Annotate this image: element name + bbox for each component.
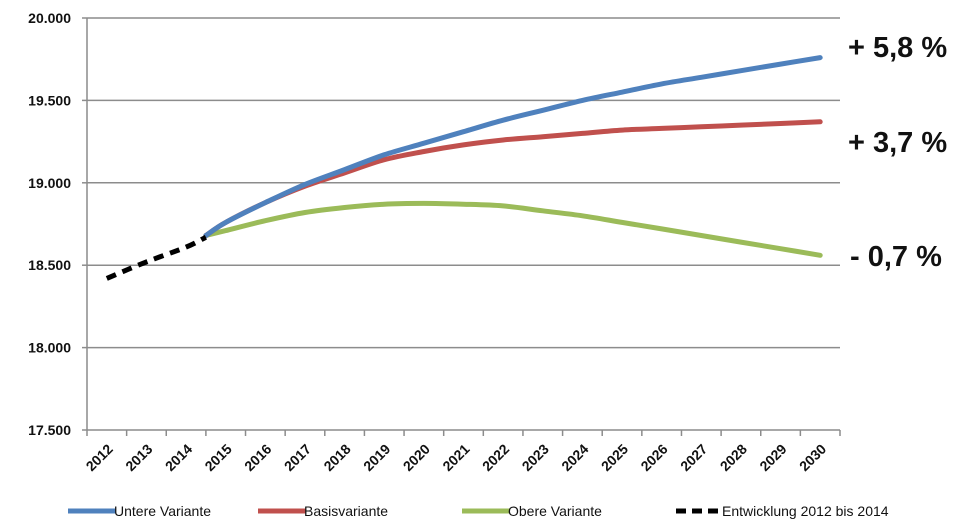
x-tick-label: 2028 — [717, 441, 750, 474]
x-tick-label: 2020 — [400, 441, 433, 474]
x-tick-label: 2018 — [320, 441, 353, 474]
x-tick-label: 2029 — [756, 441, 789, 474]
x-tick-label: 2021 — [439, 441, 472, 474]
y-tick-label: 20.000 — [28, 10, 71, 26]
series-lines — [105, 55, 823, 281]
legend-label: Entwicklung 2012 bis 2014 — [722, 503, 889, 519]
annotation-untere-variante: + 5,8 % — [848, 32, 947, 64]
x-tick-label: 2024 — [558, 441, 591, 474]
x-tick-labels: 2012 2013 2014 2015 2016 2017 2018 2019 2020 2021… — [83, 441, 830, 474]
x-tick-label: 2013 — [122, 441, 155, 474]
annotation-basisvariante: + 3,7 % — [848, 127, 947, 159]
legend-label: Untere Variante — [114, 503, 211, 519]
legend-label: Obere Variante — [508, 503, 602, 519]
series-line-obere-variante — [203, 200, 823, 258]
x-tick-label: 2027 — [677, 441, 710, 474]
legend-label: Basisvariante — [304, 503, 388, 519]
y-tick-labels: 17.500 18.000 18.500 19.000 19.500 20.000 — [28, 10, 71, 438]
x-tick-label: 2016 — [241, 441, 274, 474]
series-line-untere-variante — [203, 55, 823, 238]
x-tick-label: 2030 — [796, 441, 829, 474]
annotations: + 5,8 % + 3,7 % - 0,7 % — [848, 32, 947, 273]
x-tick-label: 2025 — [598, 441, 631, 474]
axes — [82, 17, 841, 436]
x-tick-label: 2014 — [162, 441, 195, 474]
x-tick-label: 2019 — [360, 441, 393, 474]
y-tick-label: 18.500 — [28, 257, 71, 273]
x-tick-label: 2017 — [281, 441, 314, 474]
annotation-obere-variante: - 0,7 % — [850, 241, 942, 273]
series-line-basisvariante — [203, 119, 823, 238]
x-tick-label: 2022 — [479, 441, 512, 474]
grid-lines — [87, 17, 840, 349]
y-tick-label: 19.000 — [28, 175, 71, 191]
x-tick-label: 2026 — [637, 441, 670, 474]
x-tick-label: 2012 — [83, 441, 116, 474]
y-tick-label: 18.000 — [28, 340, 71, 356]
x-tick-label: 2015 — [201, 441, 234, 474]
series-line-entwicklung-2012-bis-2014 — [105, 234, 208, 281]
legend: Untere Variante Basisvariante Obere Varian… — [68, 503, 889, 519]
y-tick-label: 17.500 — [28, 422, 71, 438]
y-tick-label: 19.500 — [28, 92, 71, 108]
x-tick-label: 2023 — [519, 441, 552, 474]
